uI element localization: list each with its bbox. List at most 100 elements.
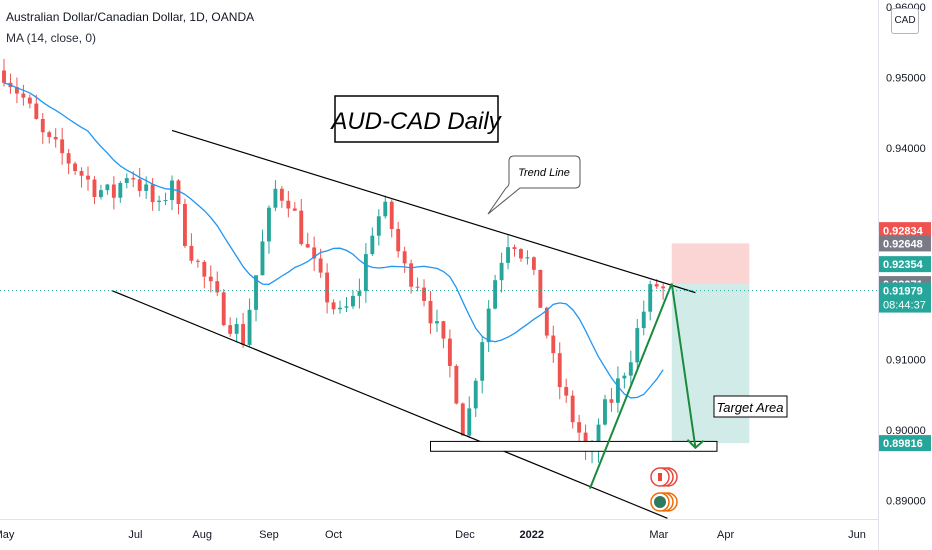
rising-wedge-line[interactable] [588,283,673,490]
title-annotation[interactable]: AUD-CAD Daily [329,95,503,143]
candle[interactable] [383,195,388,219]
candle[interactable] [279,186,284,208]
candle[interactable] [318,248,323,278]
candle[interactable] [267,205,271,254]
candle[interactable] [79,167,84,188]
candle[interactable] [506,235,510,270]
candle[interactable] [570,390,575,429]
candle[interactable] [163,192,168,206]
candle[interactable] [34,94,39,120]
candle[interactable] [92,176,97,205]
candle[interactable] [202,260,207,289]
candle[interactable] [370,227,375,256]
candle[interactable] [292,202,297,212]
candle[interactable] [241,312,246,348]
candle[interactable] [480,336,485,394]
currency-badge[interactable]: CAD [891,8,919,34]
forecast-arrow-line[interactable] [670,283,697,448]
candle[interactable] [635,319,640,370]
candle[interactable] [499,252,504,293]
candle[interactable] [615,366,620,413]
candle[interactable] [86,166,90,191]
candle[interactable] [402,246,407,273]
candle[interactable] [260,229,265,276]
candle[interactable] [564,378,569,403]
candle[interactable] [357,278,362,309]
candle[interactable] [544,306,549,339]
candle[interactable] [98,184,103,200]
candle[interactable] [66,148,71,175]
candle[interactable] [312,236,317,272]
candle[interactable] [325,263,330,314]
support-zone-box[interactable] [430,440,718,452]
candle[interactable] [247,298,252,347]
candle[interactable] [603,394,607,426]
candle[interactable] [460,402,465,436]
candle[interactable] [234,317,239,343]
candle[interactable] [21,84,26,106]
candle[interactable] [137,167,142,197]
candle[interactable] [512,244,517,257]
price-label[interactable]: 0.92648 [879,235,931,252]
candle[interactable] [447,329,452,378]
candle[interactable] [305,232,310,248]
candle[interactable] [111,176,116,210]
candle[interactable] [105,183,110,195]
candle[interactable] [14,77,19,104]
candle[interactable] [351,290,355,309]
candle[interactable] [428,291,433,334]
candle[interactable] [47,130,52,144]
price-axis-panel[interactable] [878,0,932,550]
candle[interactable] [519,248,523,262]
candle[interactable] [40,113,45,144]
candle[interactable] [551,325,556,363]
candle[interactable] [8,73,13,94]
candle[interactable] [208,265,213,293]
price-label[interactable]: 0.92834 [879,222,931,239]
candle[interactable] [525,250,530,265]
lower-trend-line[interactable] [111,289,668,519]
candle[interactable] [628,350,633,386]
price-label[interactable]: 0.89816 [879,435,931,452]
candle[interactable] [389,199,394,238]
candle[interactable] [376,209,381,246]
candle[interactable] [286,190,291,218]
candle[interactable] [124,173,129,189]
candle[interactable] [622,372,627,389]
candle[interactable] [254,275,258,322]
indicator-legend[interactable]: MA (14, close, 0) [6,31,97,45]
target-area-annotation[interactable]: Target Area [713,395,788,418]
candle[interactable] [641,300,646,336]
candle[interactable] [557,342,562,400]
candle[interactable] [363,243,368,303]
candle[interactable] [189,233,194,264]
candle[interactable] [299,198,304,246]
candle[interactable] [53,128,58,148]
candle[interactable] [118,180,123,203]
candle[interactable] [609,388,614,412]
candle[interactable] [415,277,420,292]
candle[interactable] [467,396,472,439]
candle[interactable] [273,180,278,212]
trend-line-callout[interactable]: Trend Line [487,155,581,215]
stop-loss-zone[interactable] [671,243,750,285]
candle[interactable] [493,274,498,310]
candle[interactable] [473,378,478,417]
candle[interactable] [221,289,226,327]
candle[interactable] [486,300,491,352]
candle[interactable] [215,271,220,296]
candle[interactable] [661,283,666,300]
upper-trend-line[interactable] [171,129,696,294]
candle[interactable] [454,364,459,405]
candle[interactable] [596,418,601,463]
candle[interactable] [422,279,426,307]
candle[interactable] [2,58,6,87]
candle[interactable] [648,280,653,321]
candle[interactable] [441,320,446,349]
candle[interactable] [435,309,439,333]
candle[interactable] [60,127,65,165]
candle[interactable] [183,198,187,248]
candle[interactable] [170,175,174,211]
candle[interactable] [331,299,336,315]
